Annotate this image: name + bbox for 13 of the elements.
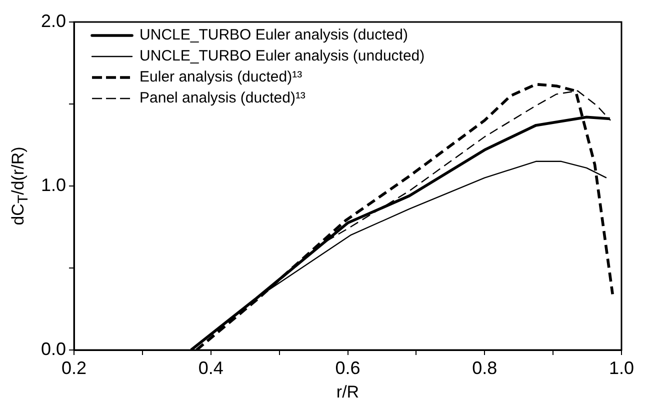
x-tick-label: 0.2 <box>62 358 87 378</box>
x-tick-label: 1.0 <box>608 358 634 378</box>
y-tick-label: 0.0 <box>40 338 66 359</box>
y-tick-label: 1.0 <box>40 174 66 195</box>
x-axis-title: r/R <box>336 382 360 402</box>
legend-label: Panel analysis (ducted)¹³ <box>140 90 306 107</box>
legend-label: UNCLE_TURBO Euler analysis (ducted) <box>140 26 408 44</box>
x-tick-label: 0.6 <box>335 358 360 378</box>
x-tick-label: 0.4 <box>198 358 224 378</box>
legend-label: UNCLE_TURBO Euler analysis (unducted) <box>140 48 425 65</box>
y-tick-label: 2.0 <box>40 10 66 31</box>
legend-label: Euler analysis (ducted)¹³ <box>140 68 302 86</box>
x-tick-label: 0.8 <box>472 358 498 378</box>
